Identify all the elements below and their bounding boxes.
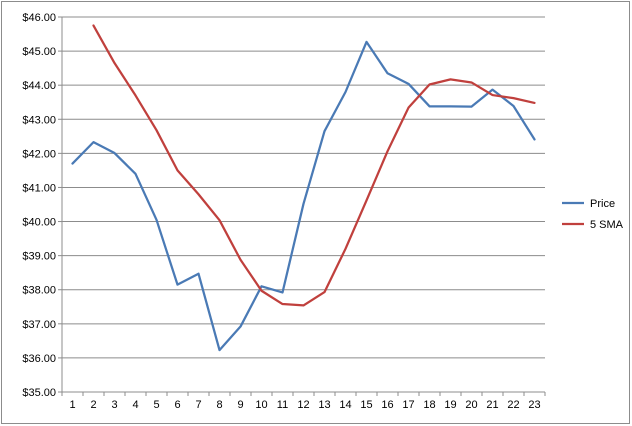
x-tick-label: 20 — [465, 399, 477, 411]
x-tick-label: 10 — [255, 399, 267, 411]
y-tick-label: $37.00 — [22, 319, 56, 331]
x-tick-label: 3 — [111, 399, 117, 411]
x-axis: 1 2 3 4 5 6 7 8 9 10 11 12 13 14 15 16 17 18 19 20 21 22 23 — [61, 392, 546, 411]
x-tick-label: 22 — [507, 399, 519, 411]
x-tick-label: 13 — [318, 399, 330, 411]
x-tick-label: 12 — [297, 399, 309, 411]
x-tick-label: 23 — [528, 399, 540, 411]
x-tick-label: 18 — [423, 399, 435, 411]
x-tick-label: 5 — [153, 399, 159, 411]
x-tick-label: 21 — [486, 399, 498, 411]
gridlines — [62, 16, 545, 359]
x-tick-label: 14 — [339, 399, 351, 411]
x-tick-label: 19 — [444, 399, 456, 411]
series-line-5-sma — [92, 24, 536, 307]
x-tick-label: 4 — [132, 399, 138, 411]
series-layer — [71, 24, 536, 352]
x-tick-label: 2 — [90, 399, 96, 411]
x-tick-label: 1 — [69, 399, 75, 411]
legend: Price 5 SMA — [562, 198, 624, 231]
plot-area — [61, 17, 545, 393]
y-axis: $35.00 $36.00 $37.00 $38.00 $39.00 $40.00 $41.… — [22, 12, 62, 399]
y-tick-label: $35.00 — [22, 387, 56, 399]
series-line-price — [71, 40, 536, 352]
y-tick-label: $36.00 — [22, 353, 56, 365]
legend-label: 5 SMA — [590, 219, 624, 231]
x-tick-label: 16 — [381, 399, 393, 411]
y-tick-label: $41.00 — [22, 182, 56, 194]
legend-label: Price — [590, 198, 615, 210]
y-tick-label: $40.00 — [22, 217, 56, 229]
y-tick-label: $44.00 — [22, 80, 56, 92]
y-tick-label: $46.00 — [22, 12, 56, 24]
x-tick-label: 7 — [195, 399, 201, 411]
x-tick-label: 6 — [174, 399, 180, 411]
x-tick-label: 17 — [402, 399, 414, 411]
x-tick-label: 11 — [277, 399, 288, 411]
x-tick-label: 9 — [237, 399, 243, 411]
x-tick-label: 8 — [216, 399, 222, 411]
y-tick-label: $38.00 — [22, 285, 56, 297]
y-tick-label: $42.00 — [22, 148, 56, 160]
x-tick-label: 15 — [360, 399, 372, 411]
y-tick-label: $39.00 — [22, 251, 56, 263]
y-tick-label: $45.00 — [22, 46, 56, 58]
y-tick-label: $43.00 — [22, 114, 56, 126]
